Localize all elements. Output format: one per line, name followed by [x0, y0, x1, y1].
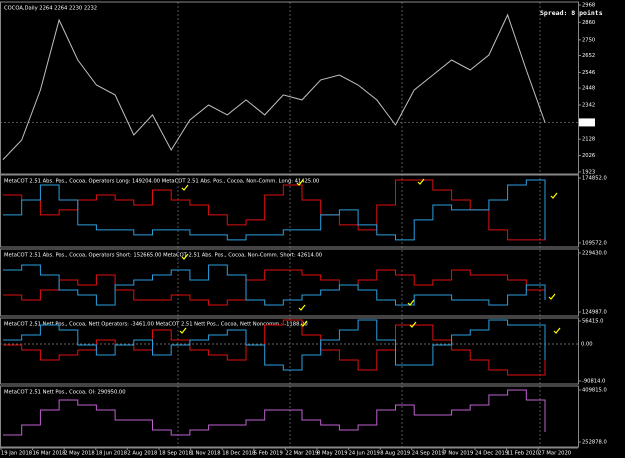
x-tick-label: 8 Aug 2019	[380, 451, 410, 457]
y-tick-label: 2860	[582, 20, 595, 26]
x-tick-label: 2 Aug 2018	[127, 451, 157, 457]
level-label: 2233	[581, 120, 594, 126]
panel-frame	[0, 248, 579, 317]
y-tick-label: 1923	[582, 169, 595, 175]
check-mark	[298, 304, 306, 311]
x-tick-label: 5 Feb 2019	[254, 451, 283, 457]
panel-title: MetaCOT 2.51 Abs. Pos., Cocoa, Operators…	[4, 179, 319, 185]
x-tick-label: 2 May 2018	[64, 451, 95, 457]
x-tick-label: 19 Jan 2018	[1, 451, 32, 457]
check-mark	[179, 327, 187, 334]
y-tick-label: 409815.0	[582, 387, 607, 393]
y-tick-label: 2448	[582, 86, 595, 92]
x-tick-label: 8 May 2019	[317, 451, 348, 457]
panel-frame	[0, 385, 579, 448]
check-mark	[407, 299, 415, 306]
spread-label: Spread: 8 points	[540, 9, 603, 17]
x-tick-label: 24 Sep 2019	[412, 451, 445, 457]
check-mark	[409, 321, 417, 328]
check-mark	[548, 293, 556, 300]
check-mark	[181, 253, 189, 260]
y-tick-label: 2026	[582, 153, 595, 159]
indicator-line	[3, 389, 546, 436]
x-tick-label: 11 Feb 2020	[507, 451, 539, 457]
x-tick-label: 22 Mar 2019	[285, 451, 318, 457]
y-tick-label: -90814.0	[582, 378, 605, 384]
x-tick-label: 18 Dec 2018	[222, 451, 255, 457]
indicator-line	[3, 264, 546, 306]
x-tick-label: 7 Nov 2019	[443, 451, 473, 457]
indicator-line	[3, 179, 546, 241]
check-mark	[296, 179, 304, 186]
y-tick-label: 252878.0	[582, 439, 607, 445]
x-tick-label: 18 Jun 2018	[96, 451, 127, 457]
x-tick-label: 16 Mar 2018	[33, 451, 66, 457]
indicator-line	[3, 319, 546, 371]
panel-frame	[0, 174, 579, 248]
y-tick-label: 56415.0	[582, 319, 603, 325]
check-mark	[300, 320, 308, 327]
y-tick-label: 2652	[582, 53, 595, 59]
y-tick-label: 229430.0	[582, 250, 607, 256]
y-tick-label: 124987.0	[582, 310, 607, 316]
y-tick-label: 2750	[582, 37, 595, 43]
panel-frame	[0, 317, 579, 385]
level-label: 0.00	[581, 341, 593, 347]
x-tick-label: 24 Dec 2019	[475, 451, 508, 457]
check-mark	[417, 178, 425, 185]
y-tick-label: 2342	[582, 103, 595, 109]
y-tick-label: 2968	[582, 3, 595, 9]
panel-title: COCOA,Daily 2264 2264 2230 2232	[4, 6, 97, 12]
panel-title: MetaCOT 2.51 Nett Pos., Cocoa, OI: 29095…	[4, 390, 126, 396]
y-tick-label: 109572.0	[582, 240, 607, 246]
price-line	[2, 13, 546, 160]
panel-title: MetaCOT 2.51 Abs. Pos., Cocoa, Operators…	[4, 253, 322, 259]
indicator-line	[3, 179, 546, 241]
x-tick-label: 27 Mar 2020	[538, 451, 571, 457]
x-tick-label: 18 Sep 2018	[159, 451, 192, 457]
y-tick-label: 174852.0	[582, 176, 607, 182]
check-mark	[550, 192, 558, 199]
level-box	[579, 118, 595, 127]
x-tick-label: 24 Jun 2019	[349, 451, 380, 457]
check-mark	[553, 327, 561, 334]
y-tick-label: 2128	[582, 137, 595, 143]
indicator-line	[3, 269, 546, 306]
check-mark	[181, 184, 189, 191]
y-tick-label: 2546	[582, 70, 595, 76]
x-tick-label: 1 Nov 2018	[191, 451, 221, 457]
panel-title: MetaCOT 2.51 Nett Pos., Cocoa, Nett Oper…	[4, 322, 308, 328]
